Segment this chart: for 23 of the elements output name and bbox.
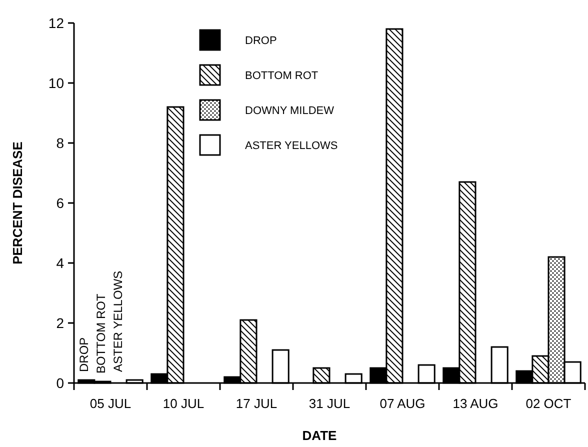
annotation: ASTER YELLOWS <box>111 270 125 372</box>
x-tick-label: 17 JUL <box>236 396 278 411</box>
x-tick-label: 10 JUL <box>162 396 204 411</box>
y-tick-label: 8 <box>56 134 64 151</box>
x-tick-label: 31 JUL <box>308 396 350 411</box>
y-tick-label: 4 <box>56 254 64 271</box>
annotation: DROP <box>77 337 91 372</box>
x-tick-label: 07 AUG <box>380 396 426 411</box>
y-tick-label: 2 <box>56 314 64 331</box>
legend-label: DOWNY MILDEW <box>245 104 335 117</box>
y-tick-label: 10 <box>48 74 64 91</box>
legend-label: ASTER YELLOWS <box>245 140 338 152</box>
x-tick-label: 05 JUL <box>90 396 132 411</box>
y-tick-label: 0 <box>56 374 64 391</box>
y-tick-label: 12 <box>48 14 64 31</box>
legend-label: BOTTOM ROT <box>245 70 318 82</box>
x-tick-label: 13 AUG <box>452 396 498 411</box>
annotation: BOTTOM ROT <box>94 293 108 374</box>
legend-label: DROP <box>245 34 277 47</box>
x-axis-title: DATE <box>302 428 338 443</box>
y-axis-title: PERCENT DISEASE <box>10 141 25 264</box>
x-tick-label: 02 OCT <box>526 396 572 411</box>
y-tick-label: 6 <box>56 194 64 211</box>
